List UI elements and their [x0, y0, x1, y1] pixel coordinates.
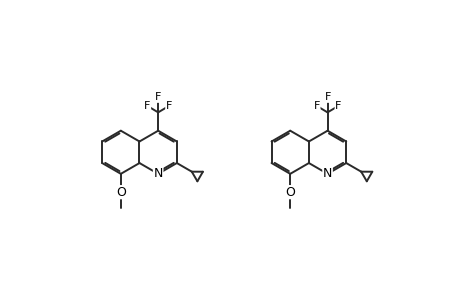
Text: N: N [322, 167, 331, 180]
Text: O: O [116, 186, 125, 199]
Text: F: F [335, 101, 341, 111]
Text: F: F [313, 101, 319, 111]
Text: N: N [153, 167, 162, 180]
Text: O: O [285, 186, 295, 199]
Text: F: F [165, 101, 172, 111]
Text: F: F [155, 92, 161, 102]
Text: F: F [144, 101, 150, 111]
Text: F: F [324, 92, 330, 102]
